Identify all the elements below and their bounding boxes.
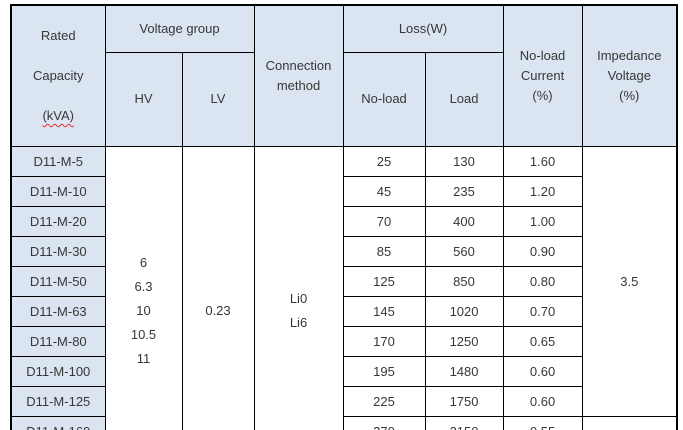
no-load-current-cell: 1.00 — [502, 206, 583, 237]
impedance-group1-cell: 3.5 — [581, 146, 678, 417]
load-loss-cell: 850 — [424, 266, 504, 297]
lv-value-cell: 0.23 — [181, 146, 255, 430]
no-load-loss-cell: 270 — [342, 416, 426, 430]
header-rated-capacity: Rated Capacity (kVA) — [10, 4, 106, 147]
load-loss-cell: 1750 — [424, 386, 504, 417]
no-load-loss-cell: 145 — [342, 296, 426, 327]
table-row: D11-M-100 195 1480 0.60 — [10, 356, 677, 387]
no-load-current-cell: 0.60 — [502, 356, 583, 387]
header-hv: HV — [104, 51, 183, 148]
no-load-current-cell: 0.60 — [502, 386, 583, 417]
table-row: D11-M-50 125 850 0.80 — [10, 266, 677, 297]
no-load-current-cell: 0.90 — [502, 236, 583, 267]
model-cell: D11-M-63 — [10, 296, 106, 327]
model-cell: D11-M-10 — [10, 176, 106, 207]
no-load-loss-cell: 170 — [342, 326, 426, 357]
no-load-loss-cell: 125 — [342, 266, 426, 297]
table-row: D11-M-20 70 400 1.00 — [10, 206, 677, 237]
load-loss-cell: 2150 — [424, 416, 504, 430]
no-load-current-cell: 0.65 — [502, 326, 583, 357]
table-header: Rated Capacity (kVA) Voltage group Conne… — [10, 4, 678, 148]
no-load-current-cell: 0.80 — [502, 266, 583, 297]
table-row: D11-M-30 85 560 0.90 — [10, 236, 677, 267]
no-load-current-cell: 0.55 — [502, 416, 583, 430]
header-connection-method: Connection method — [253, 4, 344, 147]
table-row: D11-M-80 170 1250 0.65 — [10, 326, 677, 357]
header-lv: LV — [181, 51, 255, 148]
header-loss-no-load: No-load — [342, 51, 426, 148]
no-load-current-cell: 1.60 — [502, 146, 583, 177]
load-loss-cell: 560 — [424, 236, 504, 267]
load-loss-cell: 1250 — [424, 326, 504, 357]
load-loss-cell: 130 — [424, 146, 504, 177]
load-loss-cell: 1480 — [424, 356, 504, 387]
model-cell: D11-M-5 — [10, 146, 106, 177]
kva-spellcheck-squiggle: (kVA) — [42, 108, 75, 123]
no-load-loss-cell: 45 — [342, 176, 426, 207]
model-cell: D11-M-80 — [10, 326, 106, 357]
impedance-group2-cell: 4.0 — [581, 416, 678, 430]
header-no-load-current: No-load Current (%) — [502, 4, 583, 147]
model-cell: D11-M-20 — [10, 206, 106, 237]
load-loss-cell: 1020 — [424, 296, 504, 327]
no-load-current-cell: 1.20 — [502, 176, 583, 207]
header-voltage-group: Voltage group — [104, 4, 255, 53]
header-impedance-voltage: Impedance Voltage (%) — [581, 4, 678, 147]
table-row: D11-M-5 6 6.3 10 10.5 11 0.23 Li0 Li6 25… — [10, 146, 678, 430]
header-loss: Loss(W) — [342, 4, 504, 53]
no-load-loss-cell: 70 — [342, 206, 426, 237]
transformer-spec-table: Rated Capacity (kVA) Voltage group Conne… — [10, 4, 679, 430]
no-load-loss-cell: 225 — [342, 386, 426, 417]
header-loss-load: Load — [424, 51, 504, 148]
model-cell: D11-M-125 — [10, 386, 106, 417]
load-loss-cell: 400 — [424, 206, 504, 237]
model-cell: D11-M-160 — [10, 416, 106, 430]
model-cell: D11-M-50 — [10, 266, 106, 297]
no-load-loss-cell: 85 — [342, 236, 426, 267]
header-rated-line2: Capacity — [32, 68, 84, 83]
connection-values-cell: Li0 Li6 — [253, 146, 344, 430]
table-row: D11-M-10 45 235 1.20 — [10, 176, 677, 207]
table-body: D11-M-5 6 6.3 10 10.5 11 0.23 Li0 Li6 25… — [10, 146, 678, 430]
no-load-loss-cell: 195 — [342, 356, 426, 387]
model-cell: D11-M-30 — [10, 236, 106, 267]
table-row: D11-M-160 270 2150 0.55 4.0 — [10, 416, 678, 430]
header-rated-line3: (kVA) — [14, 106, 103, 126]
no-load-loss-cell: 25 — [342, 146, 426, 177]
header-rated-line1: Rated — [40, 28, 76, 43]
hv-values-cell: 6 6.3 10 10.5 11 — [104, 146, 183, 430]
model-cell: D11-M-100 — [10, 356, 106, 387]
no-load-current-cell: 0.70 — [502, 296, 583, 327]
load-loss-cell: 235 — [424, 176, 504, 207]
table-row: D11-M-125 225 1750 0.60 — [10, 386, 677, 417]
